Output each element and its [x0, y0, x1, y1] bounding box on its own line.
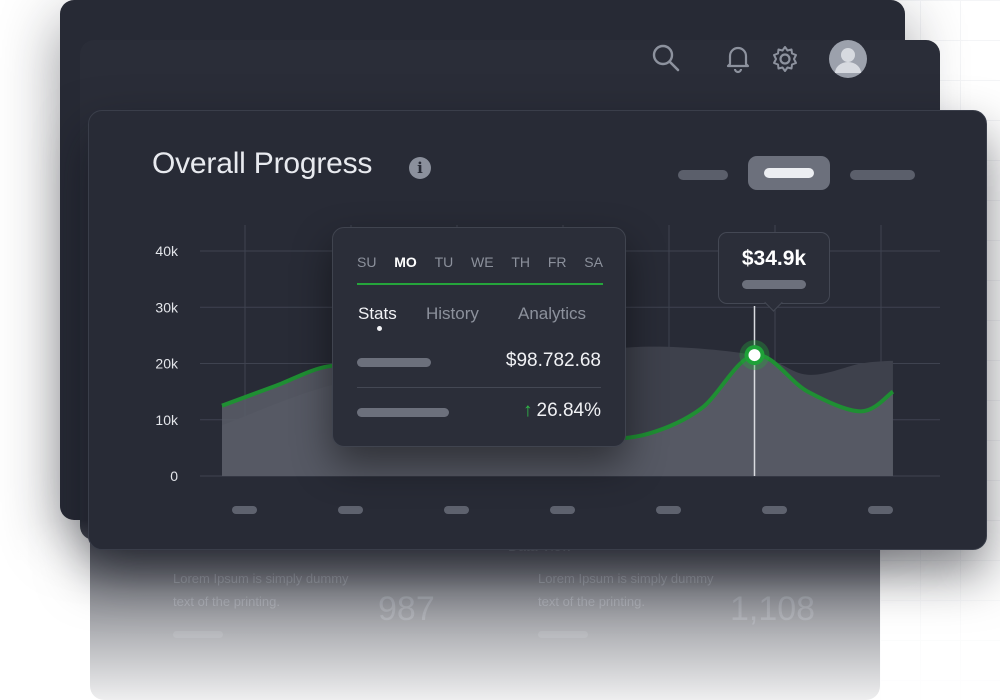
day-su[interactable]: SU [357, 254, 377, 270]
stat-row-2-label-bar [357, 408, 449, 417]
peak-value-tooltip: $34.9k [718, 232, 830, 304]
y-tick-label: 40k [155, 243, 179, 259]
x-tick-label [444, 506, 469, 514]
y-tick-label: 0 [170, 468, 178, 484]
x-tick-label [762, 506, 787, 514]
x-tick-label [550, 506, 575, 514]
y-tick-label: 20k [155, 356, 179, 372]
peak-value: $34.9k [741, 247, 807, 270]
day-mo[interactable]: MO [394, 254, 417, 270]
day-selector-underline [357, 283, 603, 285]
x-tick-label [232, 506, 257, 514]
tab-active-indicator [377, 326, 382, 331]
gear-icon[interactable] [770, 44, 800, 74]
day-sa[interactable]: SA [584, 254, 603, 270]
day-selector: SU MO TU WE TH FR SA [357, 254, 603, 270]
highlight-point[interactable] [748, 349, 761, 362]
arrow-up-icon: ↑ [523, 400, 533, 421]
day-th[interactable]: TH [511, 254, 531, 270]
bell-icon[interactable] [722, 42, 754, 74]
stat-row-1-value: $98.782.68 [505, 350, 601, 371]
peak-value-bar [742, 280, 806, 289]
avatar[interactable] [829, 40, 867, 78]
stat-row-2-percent: 26.84% [536, 400, 601, 421]
range-option-1[interactable] [678, 170, 728, 180]
tab-stats[interactable]: Stats [358, 304, 397, 323]
stats-popup: SU MO TU WE TH FR SA Stats History Analy… [332, 227, 626, 447]
range-option-2-pill [764, 168, 814, 178]
range-option-3[interactable] [850, 170, 915, 180]
search-icon[interactable] [650, 42, 682, 74]
day-we[interactable]: WE [471, 254, 494, 270]
stat-row-2-value: ↑ 26.84% [523, 400, 601, 422]
stat-row-separator [357, 387, 601, 388]
info-icon[interactable]: i [409, 157, 431, 179]
page-title: Overall Progress [152, 147, 373, 180]
x-tick-label [868, 506, 893, 514]
range-option-2-active[interactable] [748, 156, 830, 190]
stat-row-1-label-bar [357, 358, 431, 367]
day-fr[interactable]: FR [547, 254, 567, 270]
y-tick-label: 10k [155, 412, 179, 428]
day-tu[interactable]: TU [434, 254, 454, 270]
x-tick-label [656, 506, 681, 514]
y-tick-label: 30k [155, 299, 179, 315]
x-tick-label [338, 506, 363, 514]
tab-analytics[interactable]: Analytics [518, 304, 587, 323]
tab-history[interactable]: History [426, 304, 479, 323]
